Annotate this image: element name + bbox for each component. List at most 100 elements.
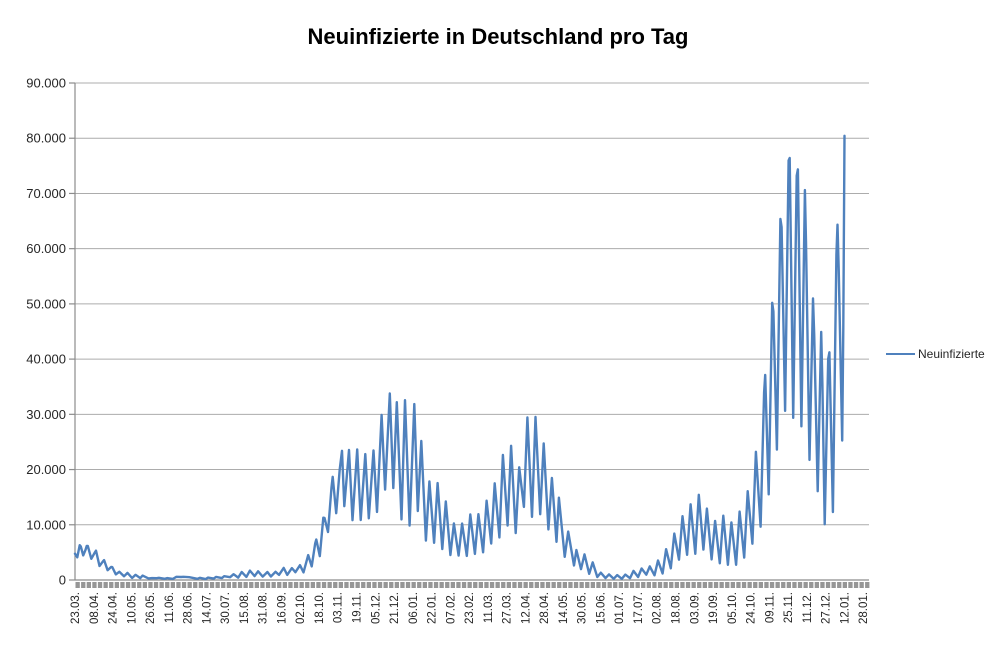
x-tick-dash	[456, 582, 461, 588]
x-axis-tick-label: 19.09.	[708, 592, 720, 624]
x-axis-tick-label: 28.06.	[183, 592, 195, 624]
x-tick-dash	[848, 582, 853, 588]
x-tick-dash	[159, 582, 164, 588]
x-tick-dash	[209, 582, 215, 588]
x-tick-dash	[338, 582, 343, 588]
x-tick-dash	[590, 582, 595, 588]
x-tick-dash	[725, 582, 730, 588]
x-axis-tick-label: 21.12.	[389, 592, 401, 624]
x-tick-dash	[405, 582, 411, 588]
x-tick-dash	[221, 582, 226, 588]
x-tick-dash	[316, 582, 321, 588]
x-axis-tick-label: 11.06.	[164, 592, 176, 623]
x-tick-dash	[702, 582, 707, 588]
x-tick-dash	[411, 582, 416, 588]
x-tick-dash	[473, 582, 478, 588]
x-tick-dash	[775, 582, 780, 588]
x-tick-dash	[865, 582, 870, 588]
x-tick-dash	[769, 582, 775, 588]
x-tick-dash	[545, 582, 551, 588]
x-tick-dash	[439, 582, 444, 588]
x-tick-dash	[187, 582, 192, 588]
x-tick-dash	[333, 582, 338, 588]
y-axis-tick-label: 30.000	[26, 407, 66, 422]
x-tick-dash	[624, 582, 629, 588]
x-tick-dash	[394, 582, 399, 588]
x-tick-dash	[215, 582, 220, 588]
x-tick-dash	[417, 582, 422, 588]
x-tick-dash	[131, 582, 136, 588]
x-tick-dash	[260, 582, 265, 588]
x-tick-dash	[120, 582, 125, 588]
x-tick-dash	[271, 582, 276, 588]
legend-line-swatch	[886, 353, 915, 355]
x-tick-dash	[596, 582, 601, 588]
x-axis-tick-label: 19.11.	[351, 592, 363, 623]
x-tick-dash	[109, 582, 114, 588]
x-axis-tick-label: 03.11.	[333, 592, 345, 623]
x-tick-dash	[81, 582, 86, 588]
x-tick-dash	[809, 582, 814, 588]
x-tick-dash	[512, 582, 517, 588]
y-axis-tick-label: 60.000	[26, 241, 66, 256]
x-axis-tick-label: 18.10.	[314, 592, 326, 624]
x-tick-dash	[433, 582, 439, 588]
x-axis-tick-label: 11.12.	[802, 592, 814, 623]
x-axis-tick-label: 23.03.	[70, 592, 82, 624]
x-tick-dash	[125, 582, 131, 588]
x-axis-tick-label: 14.05.	[558, 592, 570, 624]
x-tick-dash	[165, 582, 170, 588]
x-tick-dash	[747, 582, 752, 588]
x-tick-dash	[232, 582, 237, 588]
x-tick-dash	[361, 582, 366, 588]
x-tick-dash	[842, 582, 847, 588]
x-tick-dash	[506, 582, 511, 588]
legend-label: Neuinfizierte	[918, 347, 985, 361]
x-tick-dash	[277, 582, 282, 588]
x-tick-dash	[674, 582, 679, 588]
x-tick-dash	[450, 582, 455, 588]
x-tick-dash	[540, 582, 545, 588]
x-tick-dash	[389, 582, 394, 588]
x-tick-dash	[708, 582, 713, 588]
x-tick-dash	[573, 582, 579, 588]
x-tick-dash	[781, 582, 786, 588]
x-tick-dash	[652, 582, 657, 588]
x-tick-dash	[495, 582, 500, 588]
x-tick-dash	[629, 582, 635, 588]
x-tick-dash	[685, 582, 691, 588]
x-tick-dash	[254, 582, 259, 588]
x-axis-tick-label: 11.03.	[483, 592, 495, 623]
x-tick-dash	[478, 582, 483, 588]
x-tick-dash	[529, 582, 534, 588]
x-axis-tick-label: 01.07.	[614, 592, 626, 624]
x-tick-dash	[461, 582, 467, 588]
x-axis-tick-label: 27.03.	[502, 592, 514, 624]
x-tick-dash	[557, 582, 562, 588]
x-axis-tick-label: 09.11.	[764, 592, 776, 623]
x-axis-tick-label: 22.01.	[427, 592, 439, 624]
x-tick-dash	[310, 582, 315, 588]
chart-title: Neuinfizierte in Deutschland pro Tag	[307, 24, 689, 49]
x-tick-dash	[198, 582, 203, 588]
x-axis-tick-label: 03.09.	[689, 592, 701, 624]
x-axis-tick-label: 14.07.	[201, 592, 213, 624]
x-tick-dash	[753, 582, 758, 588]
x-tick-dash	[400, 582, 405, 588]
x-tick-dash	[349, 582, 355, 588]
legend: Neuinfizierte	[886, 347, 985, 361]
x-tick-dash	[534, 582, 539, 588]
y-axis-tick-label: 80.000	[26, 131, 66, 146]
x-tick-dash	[305, 582, 310, 588]
x-axis-tick-label: 10.05.	[126, 592, 138, 624]
x-axis-tick-label: 12.04.	[520, 592, 532, 624]
x-tick-dash	[697, 582, 702, 588]
x-tick-dash	[635, 582, 640, 588]
x-tick-dash	[467, 582, 472, 588]
x-axis-tick-label: 27.12.	[821, 592, 833, 624]
x-tick-dash	[618, 582, 623, 588]
y-axis-tick-label: 40.000	[26, 352, 66, 367]
x-axis-tick-label: 12.01.	[839, 592, 851, 624]
x-tick-dash	[803, 582, 808, 588]
